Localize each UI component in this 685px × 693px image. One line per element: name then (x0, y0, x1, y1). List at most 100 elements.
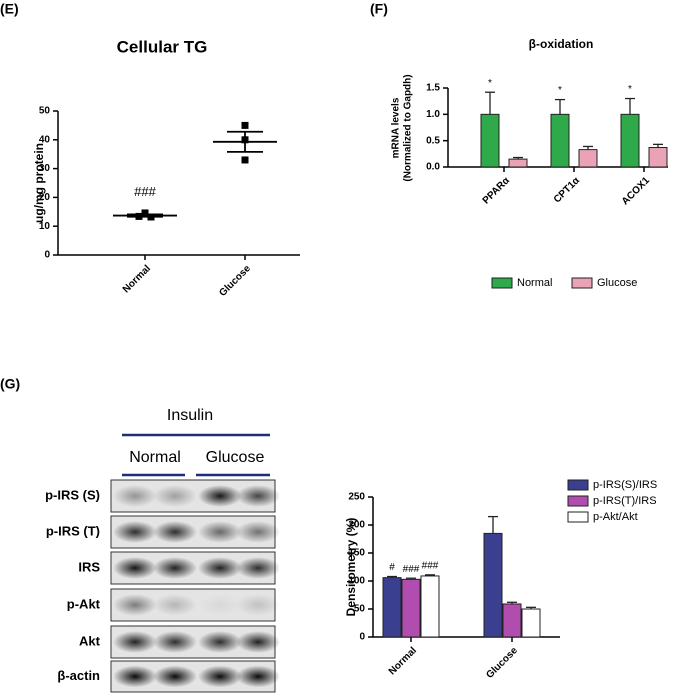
treatment-label: Insulin (167, 407, 213, 424)
blot-band (198, 594, 242, 616)
blot-band (198, 557, 242, 579)
bar (578, 149, 598, 168)
panel-label: (E) (0, 1, 19, 17)
y-tick-label: 1.5 (426, 83, 440, 94)
blot-band (236, 631, 280, 653)
data-point (241, 121, 249, 129)
bar (401, 578, 421, 638)
error-bar (625, 97, 635, 115)
annotation: ### (134, 184, 156, 199)
blot-band (153, 485, 197, 507)
y-tick-label: 50 (39, 106, 51, 117)
legend-swatch (567, 479, 589, 491)
data-point (241, 156, 249, 164)
legend-swatch (491, 277, 513, 289)
bar (420, 575, 440, 638)
group-label: Normal (129, 449, 181, 466)
error-bar (555, 98, 565, 115)
y-tick-label: 20 (39, 192, 51, 203)
bar (648, 147, 668, 168)
y-tick-label: 250 (348, 492, 365, 503)
blot-band (236, 521, 280, 543)
y-tick-label: 30 (39, 163, 51, 174)
bar (483, 532, 503, 638)
blot-row-label: p-IRS (T) (46, 523, 100, 538)
legend-label: p-Akt/Akt (593, 511, 638, 523)
legend-label: p-IRS(S)/IRS (593, 479, 657, 491)
blot-band (153, 594, 197, 616)
blot-row-label: IRS (78, 559, 100, 574)
blot-row-label: β-actin (57, 668, 100, 683)
blot-band (113, 594, 157, 616)
blot-band (113, 665, 157, 688)
data-point (141, 209, 149, 217)
y-tick-label: 1.0 (426, 109, 440, 120)
error-bar (507, 601, 517, 604)
y-tick-label: 0.0 (426, 162, 440, 173)
chart-title: β-oxidation (529, 37, 594, 51)
error-bar (653, 143, 663, 148)
y-tick-label: 150 (348, 548, 365, 559)
error-bar (485, 91, 495, 115)
blot-row-label: p-IRS (S) (45, 487, 100, 502)
error-bar (488, 515, 498, 534)
annotation: * (488, 78, 492, 89)
error-bar (583, 145, 593, 150)
bar (550, 113, 570, 168)
y-axis-label: Densitometry (%) (344, 518, 358, 617)
blot-band (153, 631, 197, 653)
y-axis-label: (Normalized to Gapdh) (403, 74, 414, 181)
error-bar (127, 213, 163, 218)
blot-band (113, 631, 157, 653)
blot-band (198, 485, 242, 507)
legend-label: Glucose (597, 277, 637, 289)
error-bar (227, 130, 263, 153)
blot-band (198, 631, 242, 653)
error-bar (526, 606, 536, 609)
legend-swatch (567, 511, 589, 523)
y-axis-label: ug/mg protein (32, 143, 46, 223)
panel-label: (F) (370, 1, 388, 17)
bar (382, 577, 402, 638)
panel-label: (G) (0, 376, 20, 392)
y-tick-label: 0 (44, 250, 50, 261)
group-label: Glucose (206, 449, 265, 466)
y-tick-label: 0.5 (426, 135, 440, 146)
legend-label: p-IRS(T)/IRS (593, 495, 657, 507)
blot-band (198, 521, 242, 543)
error-bar (387, 575, 397, 578)
legend-label: Normal (517, 277, 552, 289)
annotation: ### (422, 560, 439, 571)
bar (480, 113, 500, 168)
legend-swatch (571, 277, 593, 289)
blot-band (236, 665, 280, 688)
bar (502, 603, 522, 638)
y-tick-label: 40 (39, 134, 51, 145)
annotation: # (389, 562, 395, 573)
annotation: * (558, 85, 562, 96)
blot-row-label: p-Akt (67, 596, 101, 611)
blot-band (153, 521, 197, 543)
chart: (G) Densitometry (%) 0 50 100 150 200 250 Normal… (0, 376, 657, 681)
error-bar (406, 577, 416, 580)
y-tick-label: 200 (348, 520, 365, 531)
bar (508, 158, 528, 168)
chart-title: Cellular TG (117, 37, 208, 56)
western-blot: Insulin Normal Glucose p-IRS (S) p-IRS (T… (45, 407, 280, 693)
blot-band (113, 521, 157, 543)
y-tick-label: 100 (348, 576, 365, 587)
legend-swatch (567, 495, 589, 507)
y-tick-label: 0 (359, 632, 365, 643)
error-bar (425, 574, 435, 576)
y-tick-label: 50 (354, 604, 366, 615)
blot-row-label: Akt (79, 633, 101, 648)
error-bar (513, 156, 523, 160)
blot-band (198, 665, 242, 688)
y-tick-label: 10 (39, 221, 51, 232)
blot-band (236, 557, 280, 579)
blot-band (113, 557, 157, 579)
annotation: ### (403, 564, 420, 575)
blot-band (153, 557, 197, 579)
blot-band (153, 665, 197, 688)
